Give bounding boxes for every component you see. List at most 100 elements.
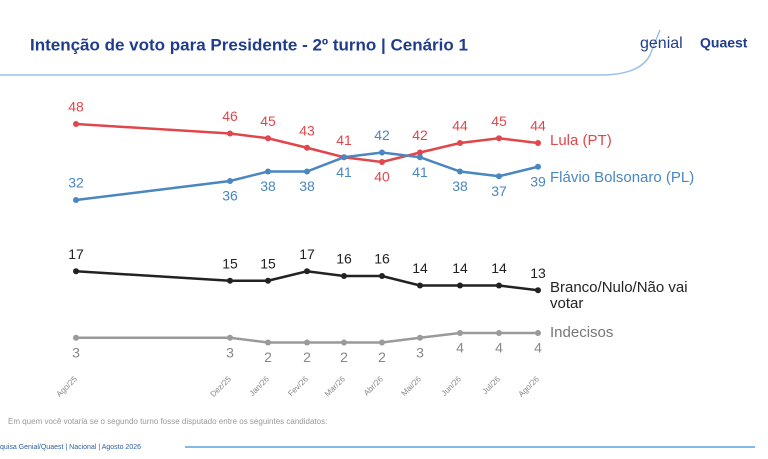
point bbox=[304, 268, 310, 275]
data-label: 42 bbox=[374, 127, 390, 143]
x-tick-label: Abr/26 bbox=[362, 374, 385, 397]
point bbox=[496, 135, 502, 142]
point bbox=[379, 159, 385, 165]
x-tick-label: Jul/26 bbox=[480, 374, 502, 396]
point bbox=[379, 273, 385, 279]
point bbox=[535, 140, 541, 146]
point bbox=[227, 277, 233, 284]
logo: genial bbox=[640, 35, 683, 52]
point bbox=[265, 339, 271, 346]
point bbox=[535, 287, 541, 294]
data-label: 4 bbox=[456, 340, 464, 356]
point bbox=[227, 130, 233, 137]
source: quisa Genial/Quaest | Nacional | Agosto … bbox=[0, 444, 141, 451]
data-label: 38 bbox=[260, 178, 276, 194]
point bbox=[379, 339, 385, 346]
data-label: 15 bbox=[260, 255, 276, 271]
point bbox=[341, 154, 347, 161]
x-tick-label: Ago/26 bbox=[517, 374, 542, 399]
point bbox=[227, 334, 233, 341]
data-label: 43 bbox=[299, 122, 315, 138]
point bbox=[496, 173, 502, 180]
data-label: 37 bbox=[491, 183, 507, 199]
point bbox=[535, 163, 541, 170]
data-label: 2 bbox=[303, 349, 311, 365]
point bbox=[457, 282, 463, 289]
legend-label: Lula (PT) bbox=[550, 132, 612, 149]
data-label: 14 bbox=[412, 260, 428, 276]
x-tick-label: Dez/25 bbox=[209, 374, 234, 399]
header-rule bbox=[0, 29, 661, 76]
data-label: 2 bbox=[378, 349, 386, 365]
point bbox=[73, 334, 79, 341]
data-label: 48 bbox=[68, 99, 84, 115]
data-label: 46 bbox=[222, 108, 238, 124]
data-label: 14 bbox=[452, 260, 468, 276]
x-tick-label: Mai/26 bbox=[400, 374, 424, 398]
point bbox=[227, 178, 233, 184]
x-tick-label: Ago/25 bbox=[55, 374, 80, 399]
point bbox=[535, 330, 541, 336]
point bbox=[417, 154, 423, 161]
data-label: 45 bbox=[260, 113, 276, 129]
data-label: 41 bbox=[336, 164, 352, 180]
point bbox=[304, 144, 310, 151]
point bbox=[417, 149, 423, 156]
point bbox=[341, 273, 347, 279]
point bbox=[265, 277, 271, 284]
series-line bbox=[75, 151, 539, 202]
data-label: 16 bbox=[374, 251, 390, 267]
point bbox=[457, 168, 463, 175]
point bbox=[265, 168, 271, 175]
legend-label: Flávio Bolsonaro (PL) bbox=[550, 169, 695, 186]
data-label: 4 bbox=[534, 340, 542, 356]
logo: Quaest bbox=[700, 35, 748, 51]
data-label: 40 bbox=[374, 169, 390, 185]
legend-label: Branco/Nulo/Não vai votar bbox=[550, 279, 688, 312]
x-tick-label: Mar/26 bbox=[323, 374, 347, 398]
data-label: 42 bbox=[412, 127, 428, 143]
data-label: 15 bbox=[222, 255, 238, 271]
data-label: 2 bbox=[264, 349, 272, 365]
point bbox=[73, 121, 79, 127]
chart-title: Intenção de voto para Presidente - 2º tu… bbox=[30, 35, 468, 54]
data-label: 17 bbox=[299, 246, 315, 262]
series-line bbox=[75, 269, 539, 292]
x-tick-label: Fev/26 bbox=[286, 374, 310, 398]
point bbox=[304, 339, 310, 346]
point bbox=[417, 282, 423, 289]
data-label: 3 bbox=[226, 344, 234, 360]
data-label: 17 bbox=[68, 246, 84, 262]
point bbox=[304, 168, 310, 175]
data-label: 38 bbox=[299, 178, 315, 194]
data-label: 44 bbox=[452, 118, 468, 134]
data-label: 3 bbox=[416, 344, 424, 360]
data-label: 41 bbox=[412, 164, 428, 180]
data-label: 14 bbox=[491, 260, 507, 276]
data-label: 3 bbox=[72, 344, 80, 360]
data-label: 36 bbox=[222, 188, 238, 204]
data-label: 39 bbox=[530, 173, 546, 189]
point bbox=[496, 330, 502, 336]
series-line bbox=[76, 331, 538, 344]
point bbox=[457, 140, 463, 146]
data-label: 16 bbox=[336, 251, 352, 267]
legend-label: Indecisos bbox=[550, 324, 614, 341]
x-tick-label: Jan/26 bbox=[248, 374, 272, 398]
data-label: 38 bbox=[452, 178, 468, 194]
data-label: 45 bbox=[491, 113, 507, 129]
point bbox=[457, 330, 463, 336]
note: Em quem você votaria se o segundo turno … bbox=[8, 417, 327, 426]
data-label: 13 bbox=[530, 265, 546, 281]
point bbox=[496, 282, 502, 289]
data-label: 4 bbox=[495, 340, 503, 356]
series-line bbox=[75, 122, 539, 164]
data-label: 32 bbox=[68, 175, 84, 191]
point bbox=[417, 334, 423, 341]
point bbox=[73, 268, 79, 275]
point bbox=[379, 149, 385, 156]
point bbox=[73, 197, 79, 203]
x-tick-label: Jun/26 bbox=[440, 374, 464, 398]
